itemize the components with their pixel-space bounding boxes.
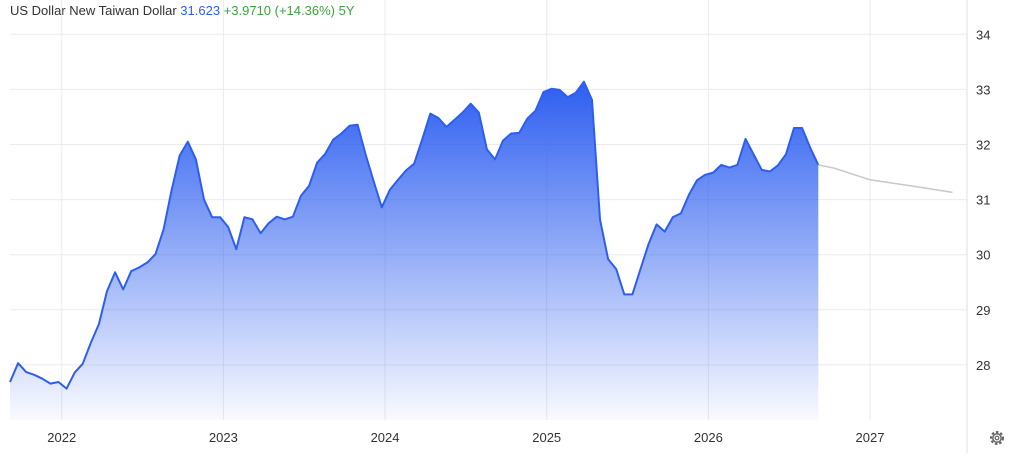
x-tick-label: 2026 bbox=[694, 430, 723, 445]
y-tick-label: 31 bbox=[976, 193, 990, 208]
x-tick-label: 2023 bbox=[209, 430, 238, 445]
y-tick-label: 29 bbox=[976, 303, 990, 318]
y-tick-label: 32 bbox=[976, 137, 990, 152]
y-tick-label: 28 bbox=[976, 358, 990, 373]
x-tick-label: 2022 bbox=[47, 430, 76, 445]
y-tick-label: 30 bbox=[976, 248, 990, 263]
area bbox=[10, 81, 819, 420]
period[interactable]: 5Y bbox=[339, 3, 355, 18]
y-tick-label: 33 bbox=[976, 82, 990, 97]
price: 31.623 bbox=[180, 3, 220, 18]
x-tick-label: 2025 bbox=[532, 430, 561, 445]
settings-icon[interactable] bbox=[990, 431, 1004, 445]
chart-title: US Dollar New Taiwan Dollar bbox=[10, 3, 177, 18]
x-tick-label: 2024 bbox=[371, 430, 400, 445]
change: +3.9710 (+14.36%) bbox=[224, 3, 335, 18]
line bbox=[9, 80, 820, 390]
y-tick-label: 34 bbox=[976, 27, 990, 42]
line bbox=[818, 164, 953, 194]
chart-header: US Dollar New Taiwan Dollar 31.623 +3.97… bbox=[10, 3, 355, 18]
x-tick-label: 2027 bbox=[856, 430, 885, 445]
